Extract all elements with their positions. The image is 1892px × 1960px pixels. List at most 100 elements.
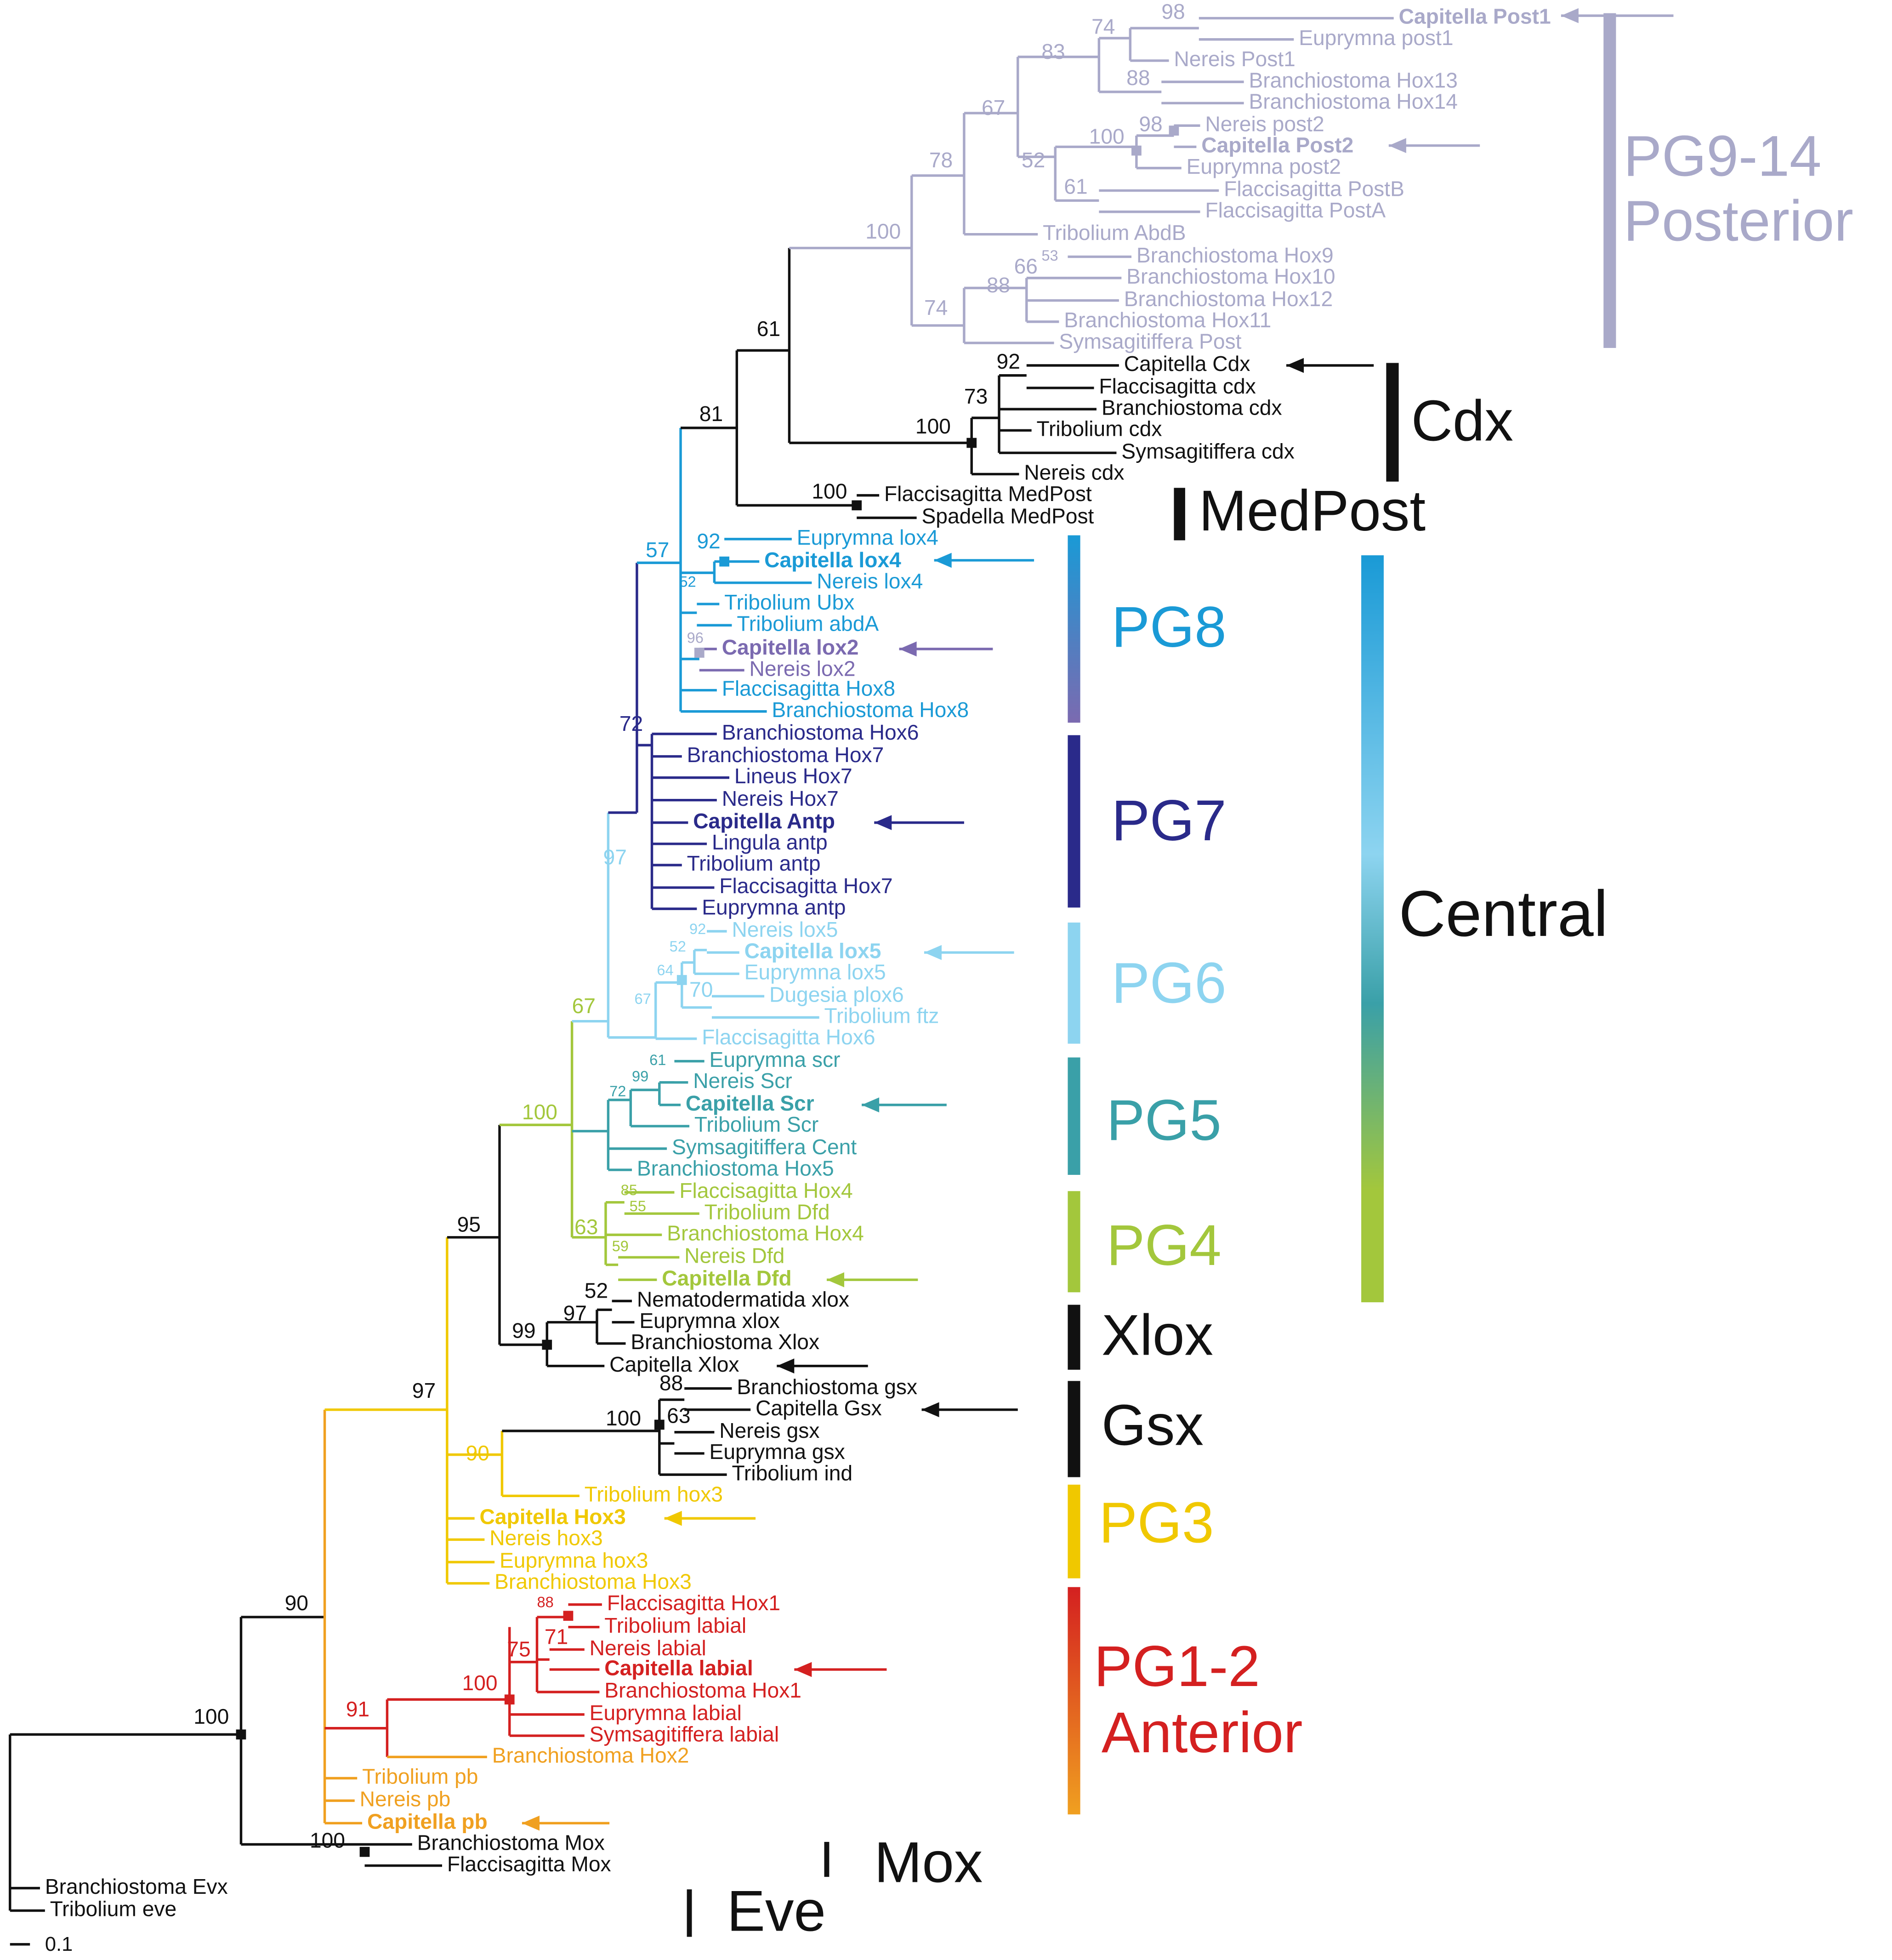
leaf-label: Spadella MedPost	[922, 504, 1094, 528]
node-marker	[504, 1694, 515, 1705]
leaf-label: Branchiostoma Hox9	[1136, 243, 1334, 267]
group-label: PG6	[1112, 951, 1227, 1015]
support-value: 98	[1139, 112, 1162, 136]
node-marker	[1169, 125, 1179, 136]
leaf-label: Nereis lox4	[817, 569, 923, 593]
support-value: 81	[699, 402, 723, 426]
support-value: 78	[929, 148, 953, 172]
group-label: PG7	[1112, 789, 1227, 853]
leaf-label: Branchiostoma Hox3	[494, 1570, 692, 1594]
support-value: 75	[507, 1637, 530, 1661]
node-marker	[654, 1419, 665, 1430]
node-marker	[694, 648, 705, 658]
leaf-label: Branchiostoma Hox14	[1249, 90, 1457, 114]
leaf-label: Branchiostoma Hox4	[667, 1221, 864, 1245]
support-value: 71	[545, 1624, 568, 1648]
arrow-head	[826, 1272, 845, 1288]
group-label: PG5	[1107, 1088, 1222, 1152]
bar	[1068, 1305, 1080, 1370]
leaf-label: Flaccisagitta cdx	[1099, 374, 1256, 398]
leaf-label: Nereis post2	[1205, 112, 1324, 136]
support-value: 57	[646, 538, 669, 562]
leaf-label: Capitella Cdx	[1124, 352, 1250, 376]
group-label: PG1-2	[1094, 1635, 1260, 1698]
arrow-head	[522, 1816, 540, 1831]
bar	[1068, 1587, 1080, 1815]
leaf-label: Euprymna post1	[1299, 26, 1453, 50]
support-value: 100	[310, 1828, 345, 1852]
leaf-label: Branchiostoma Hox10	[1126, 264, 1335, 288]
leaf-label: Flaccisagitta MedPost	[884, 482, 1092, 506]
bar	[1361, 555, 1384, 1303]
leaf-label: Tribolium antp	[687, 851, 821, 875]
group-label: Anterior	[1102, 1701, 1303, 1765]
support-value: 52	[670, 938, 686, 955]
leaf-label: Branchiostoma Mox	[417, 1831, 605, 1855]
group-label: Posterior	[1624, 189, 1853, 253]
support-value: 100	[865, 219, 901, 243]
leaf-label: Lingula antp	[712, 830, 828, 854]
support-value: 61	[757, 317, 780, 341]
leaf-label: Tribolium Dfd	[705, 1200, 830, 1224]
support-value: 88	[987, 273, 1010, 297]
bar	[1068, 1191, 1080, 1293]
leaf-label: Tribolium Ubx	[724, 590, 854, 614]
leaf-label: Nereis lox5	[732, 917, 838, 941]
leaf-label: Flaccisagitta Mox	[447, 1852, 611, 1876]
leaf-label: Tribolium pb	[362, 1765, 478, 1789]
support-value: 74	[1091, 14, 1115, 38]
leaf-label: Flaccisagitta PostA	[1205, 198, 1386, 222]
leaf-label: Nereis Dfd	[684, 1243, 784, 1267]
leaf-label: Flaccisagitta Hox4	[679, 1179, 852, 1202]
support-value: 64	[657, 962, 673, 979]
arrow-head	[1561, 8, 1579, 23]
leaf-label: Tribolium Scr	[694, 1112, 818, 1136]
arrow-head	[924, 945, 942, 960]
support-value: 63	[574, 1215, 598, 1239]
support-value: 92	[997, 349, 1020, 373]
support-value: 97	[563, 1301, 587, 1325]
leaf-label: Euprymna lox5	[744, 960, 886, 984]
node-marker	[852, 500, 862, 511]
leaf-label: Flaccisagitta Hox6	[702, 1025, 875, 1049]
leaf-label: Tribolium ftz	[824, 1004, 939, 1028]
support-value: 100	[193, 1704, 229, 1728]
support-value: 59	[612, 1237, 629, 1254]
leaf-label: Lineus Hox7	[734, 764, 852, 788]
support-value: 52	[1022, 148, 1045, 172]
leaf-label: Euprymna xlox	[639, 1309, 779, 1333]
group-label: Central	[1399, 877, 1608, 950]
arrow-head	[1286, 358, 1304, 373]
group-label: PG8	[1112, 595, 1227, 659]
leaf-label: Nereis Post1	[1174, 47, 1295, 71]
scale-label: 0.1	[45, 1933, 73, 1955]
group-label: Eve	[727, 1879, 826, 1943]
support-value: 67	[634, 990, 651, 1007]
leaf-label: Capitella Post1	[1399, 5, 1551, 28]
leaf-label: Capitella Gsx	[756, 1396, 882, 1420]
leaf-label: Branchiostoma Hox6	[722, 720, 919, 744]
node-marker	[966, 438, 977, 448]
leaf-label: Flaccisagitta Hox7	[719, 874, 892, 898]
support-value: 67	[572, 994, 596, 1018]
node-marker	[676, 975, 687, 985]
leaf-label: Capitella Dfd	[662, 1266, 791, 1290]
bar	[687, 1889, 692, 1937]
group-label: PG9-14	[1624, 124, 1822, 188]
group-label: PG4	[1107, 1214, 1222, 1277]
support-value: 66	[1014, 254, 1038, 278]
leaf-label: Tribolium hox3	[585, 1482, 723, 1506]
leaf-label: Tribolium cdx	[1037, 417, 1162, 441]
leaf-label: Tribolium eve	[50, 1897, 177, 1921]
group-label: Mox	[874, 1830, 983, 1894]
leaf-label: Nereis lox2	[749, 656, 855, 680]
support-value: 83	[1041, 40, 1065, 63]
leaf-label: Branchiostoma Evx	[45, 1875, 228, 1898]
support-value: 100	[522, 1100, 557, 1124]
support-value: 70	[689, 978, 713, 1002]
leaf-label: Symsagitiffera Post	[1059, 329, 1241, 353]
leaf-label: Nematodermatida xlox	[637, 1288, 849, 1311]
support-value: 97	[603, 845, 627, 869]
